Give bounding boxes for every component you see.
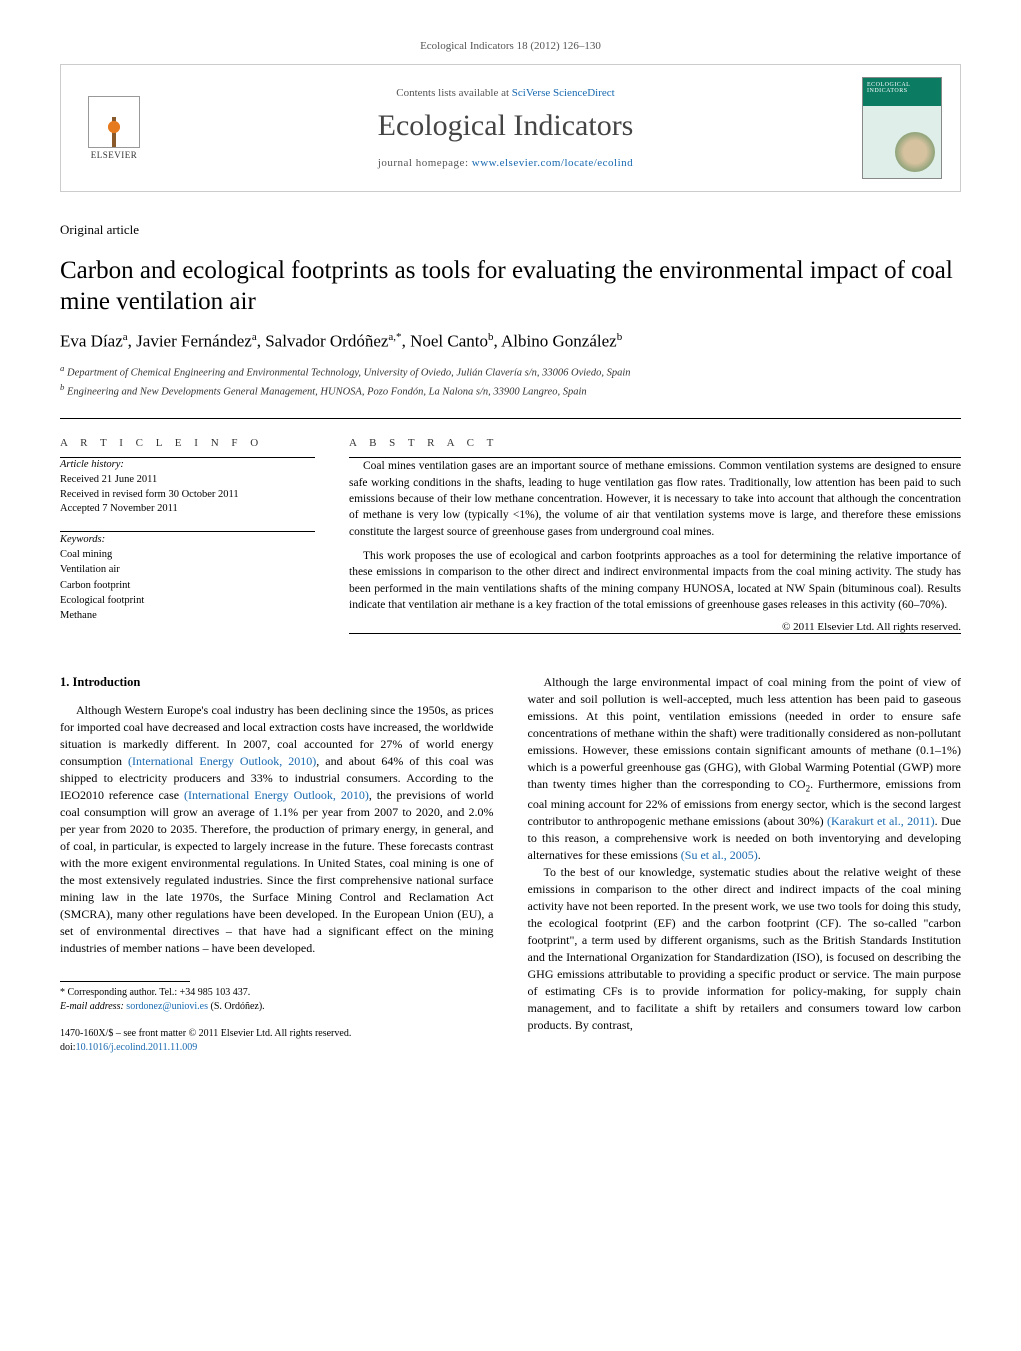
text-run: , the previsions of world coal consumpti… (60, 788, 494, 955)
homepage-prefix: journal homepage: (378, 157, 472, 169)
header-center: Contents lists available at SciVerse Sci… (149, 87, 862, 169)
history-label: Article history: (60, 458, 315, 473)
accepted-date: Accepted 7 November 2011 (60, 502, 315, 517)
keyword: Carbon footprint (60, 578, 315, 593)
abstract-head: A B S T R A C T (349, 437, 961, 449)
journal-cover-thumbnail: ECOLOGICAL INDICATORS (862, 77, 942, 179)
keyword: Methane (60, 608, 315, 623)
keyword: Ecological footprint (60, 593, 315, 608)
contents-prefix: Contents lists available at (396, 87, 511, 99)
sciencedirect-link[interactable]: SciVerse ScienceDirect (512, 87, 615, 99)
body-columns: 1. Introduction Although Western Europe'… (60, 674, 961, 1054)
contents-available: Contents lists available at SciVerse Sci… (149, 87, 862, 99)
doi-line: doi:10.1016/j.ecolind.2011.11.009 (60, 1041, 494, 1055)
affiliation-a-text: Department of Chemical Engineering and E… (67, 367, 631, 378)
corr-author-email-line: E-mail address: sordonez@uniovi.es (S. O… (60, 1000, 494, 1014)
article-info-head: A R T I C L E I N F O (60, 437, 315, 449)
corr-author-tel: * Corresponding author. Tel.: +34 985 10… (60, 986, 494, 1000)
abstract-p2: This work proposes the use of ecological… (349, 548, 961, 613)
article-title: Carbon and ecological footprints as tool… (60, 255, 961, 318)
section-divider (60, 418, 961, 419)
body-column-right: Although the large environmental impact … (528, 674, 962, 1054)
keyword: Ventilation air (60, 562, 315, 577)
citation-link[interactable]: (International Energy Outlook, 2010) (128, 754, 316, 768)
abstract-p1: Coal mines ventilation gases are an impo… (349, 458, 961, 540)
abstract-text: Coal mines ventilation gases are an impo… (349, 458, 961, 613)
journal-reference: Ecological Indicators 18 (2012) 126–130 (60, 40, 961, 52)
citation-link[interactable]: (Karakurt et al., 2011) (827, 814, 935, 828)
elsevier-tree-icon (88, 96, 140, 148)
abstract-column: A B S T R A C T Coal mines ventilation g… (349, 427, 961, 634)
footnote-rule (60, 981, 190, 982)
publisher-logo: ELSEVIER (79, 88, 149, 168)
article-history: Article history: Received 21 June 2011 R… (60, 458, 315, 517)
email-link[interactable]: sordonez@uniovi.es (126, 1001, 208, 1012)
received-date: Received 21 June 2011 (60, 473, 315, 488)
text-run: Although the large environmental impact … (528, 675, 962, 791)
text-run: . (758, 848, 761, 862)
email-who: (S. Ordóñez). (208, 1001, 265, 1012)
keyword: Coal mining (60, 547, 315, 562)
intro-paragraph-2: Although the large environmental impact … (528, 674, 962, 863)
footer: 1470-160X/$ – see front matter © 2011 El… (60, 1027, 494, 1054)
front-matter-line: 1470-160X/$ – see front matter © 2011 El… (60, 1027, 494, 1041)
authors: Eva Díaza, Javier Fernándeza, Salvador O… (60, 331, 961, 352)
doi-link[interactable]: 10.1016/j.ecolind.2011.11.009 (76, 1042, 198, 1053)
section-1-title: 1. Introduction (60, 674, 494, 692)
article-type: Original article (60, 222, 961, 238)
abstract-bottom-rule (349, 633, 961, 634)
affiliation-b: b Engineering and New Developments Gener… (60, 381, 961, 400)
journal-title: Ecological Indicators (149, 109, 862, 143)
citation-link[interactable]: (International Energy Outlook, 2010) (184, 788, 369, 802)
corresponding-author-footnote: * Corresponding author. Tel.: +34 985 10… (60, 986, 494, 1013)
keywords: Keywords: Coal mining Ventilation air Ca… (60, 532, 315, 623)
intro-paragraph-1: Although Western Europe's coal industry … (60, 702, 494, 957)
affiliations: a Department of Chemical Engineering and… (60, 362, 961, 400)
revised-date: Received in revised form 30 October 2011 (60, 488, 315, 503)
article-info-column: A R T I C L E I N F O Article history: R… (60, 427, 315, 634)
keywords-label: Keywords: (60, 532, 315, 547)
email-label: E-mail address: (60, 1001, 126, 1012)
journal-homepage: journal homepage: www.elsevier.com/locat… (149, 157, 862, 169)
intro-paragraph-3: To the best of our knowledge, systematic… (528, 864, 962, 1034)
affiliation-b-text: Engineering and New Developments General… (67, 387, 587, 398)
body-column-left: 1. Introduction Although Western Europe'… (60, 674, 494, 1054)
publisher-name: ELSEVIER (91, 150, 138, 160)
cover-label: ECOLOGICAL INDICATORS (867, 82, 941, 94)
citation-link[interactable]: (Su et al., 2005) (681, 848, 758, 862)
affiliation-a: a Department of Chemical Engineering and… (60, 362, 961, 381)
journal-header: ELSEVIER Contents lists available at Sci… (60, 64, 961, 192)
doi-label: doi: (60, 1042, 76, 1053)
homepage-link[interactable]: www.elsevier.com/locate/ecolind (472, 157, 633, 169)
copyright: © 2011 Elsevier Ltd. All rights reserved… (349, 621, 961, 633)
